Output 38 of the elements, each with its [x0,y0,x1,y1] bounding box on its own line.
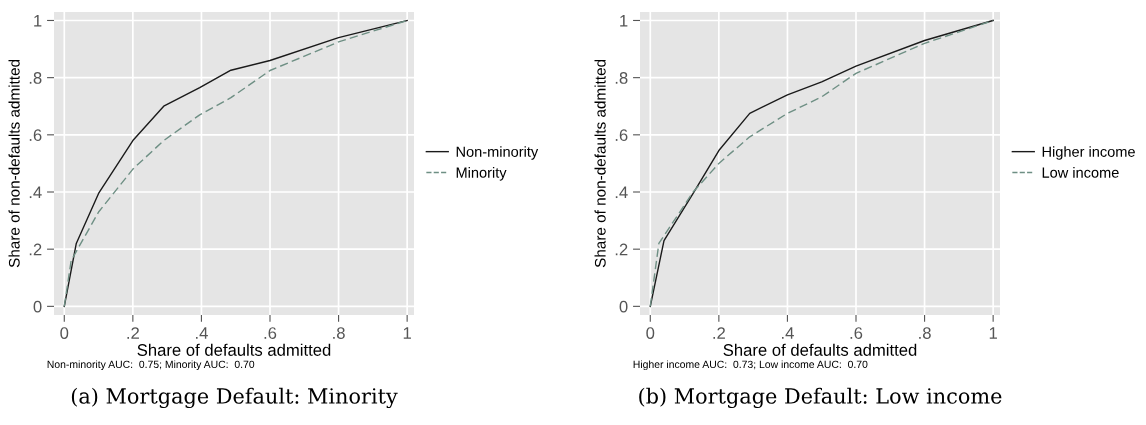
x-axis-title: Share of defaults admitted [137,343,331,356]
y-tick-label: 1 [620,15,628,27]
text: Non-minority AUC: 0.75; Minority AUC: 0.70 [47,360,255,371]
x-tick-label: 1 [403,327,411,339]
x-tick-label: 1 [989,327,997,339]
x-tick-label: .2 [713,327,725,339]
x-axis-title: Share of defaults admitted [723,343,917,356]
text: (b) Mortgage Default: Low income [639,387,1002,409]
x-tick-label: 0 [646,327,655,339]
y-axis-title: Share of non-defaults admitted [8,59,20,268]
y-tick-label: .4 [615,186,628,199]
y-tick-label: 0 [619,300,628,313]
legend-label: Minority [456,167,507,181]
y-tick-label: .8 [615,72,628,84]
legend-label: Non-minority [456,146,539,160]
x-tick-label: .4 [196,327,208,339]
x-tick-label: .6 [850,327,863,339]
y-tick-label: .6 [615,129,628,142]
line-series [63,19,408,308]
y-tick-label: .2 [615,243,628,256]
text: Higher income AUC: 0.73; Low income AUC: 0.70 [633,360,868,371]
x-tick-label: .8 [333,327,345,339]
text: (a) Mortgage Default: Minority [71,387,398,409]
y-tick-label: .4 [29,186,42,199]
x-tick-label: .6 [264,327,277,339]
y-axis-title: Share of non-defaults admitted [594,59,606,268]
y-tick-label: .2 [29,243,42,256]
x-tick-label: 0 [60,327,69,339]
line-series [649,19,994,308]
legend-label: Higher income [1042,146,1135,160]
x-tick-label: .8 [919,327,931,339]
y-tick-label: .6 [29,129,42,142]
x-tick-label: .4 [782,327,794,339]
y-tick-label: .8 [29,72,42,84]
y-tick-label: 0 [33,300,42,313]
legend-label: Low income [1042,167,1119,178]
y-tick-label: 1 [34,15,42,27]
x-tick-label: .2 [127,327,139,339]
